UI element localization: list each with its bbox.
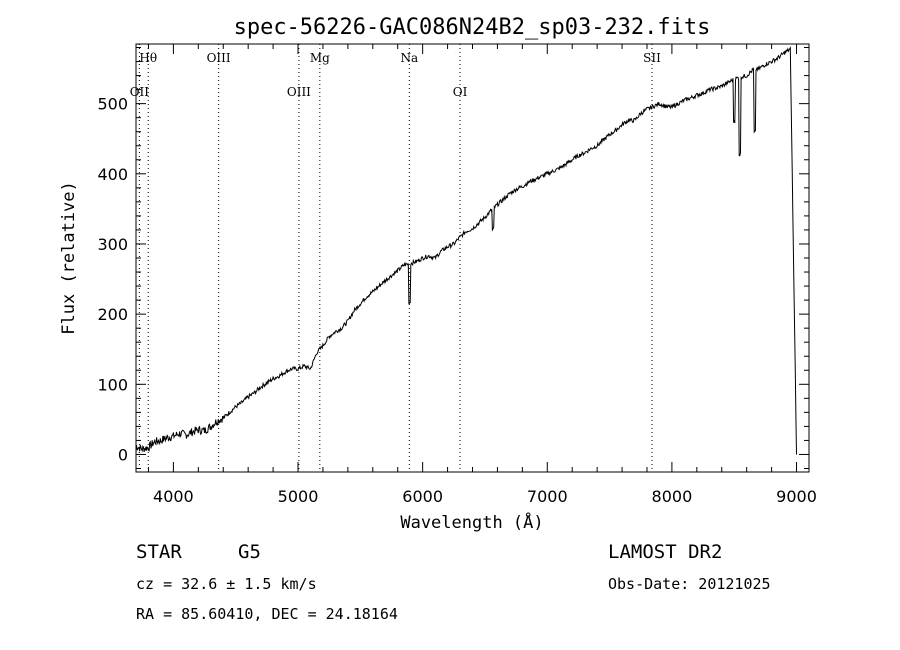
survey-name: LAMOST DR2 (608, 541, 722, 563)
y-tick-label: 200 (97, 305, 128, 324)
footer-info: STAR G5 cz = 32.6 ± 1.5 km/s RA = 85.604… (136, 541, 771, 623)
sky-coordinates: RA = 85.60410, DEC = 24.18164 (136, 605, 398, 623)
y-axis-ticks: 0 100 200 300 400 500 (97, 47, 809, 469)
object-subclass: G5 (238, 541, 261, 563)
x-tick-label: 8000 (652, 487, 693, 506)
x-axis-ticks: 4000 5000 6000 7000 8000 9000 (147, 44, 817, 506)
x-tick-label: 9000 (776, 487, 817, 506)
x-tick-label: 5000 (278, 487, 319, 506)
y-tick-label: 0 (118, 445, 128, 464)
annotation-label: SII (643, 51, 661, 65)
y-axis-label: Flux (relative) (59, 181, 79, 335)
x-tick-label: 6000 (402, 487, 443, 506)
annotation-label: Hθ (139, 51, 157, 65)
annotation-label: OII (130, 85, 150, 99)
spectrum-line (135, 45, 797, 455)
y-tick-label: 500 (97, 95, 128, 114)
y-tick-label: 300 (97, 235, 128, 254)
annotation-label: OI (453, 85, 468, 99)
x-tick-label: 7000 (527, 487, 568, 506)
line-annotations: OII Hθ OIII OIII Mg Na OI SII (130, 44, 661, 472)
y-tick-label: 100 (97, 375, 128, 394)
annotation-label: Na (400, 51, 418, 65)
annotation-label: OIII (287, 85, 311, 99)
plot-area: 4000 5000 6000 7000 8000 9000 0 100 200 300 400 50… (97, 43, 817, 506)
annotation-label: Mg (310, 51, 330, 65)
x-tick-label: 4000 (153, 487, 194, 506)
annotation-label: OIII (207, 51, 231, 65)
object-type: STAR (136, 541, 182, 563)
observation-date: Obs-Date: 20121025 (608, 575, 771, 593)
redshift-cz: cz = 32.6 ± 1.5 km/s (136, 575, 317, 593)
x-axis-label: Wavelength (Å) (400, 511, 543, 533)
chart-title: spec-56226-GAC086N24B2_sp03-232.fits (234, 15, 711, 40)
y-tick-label: 400 (97, 165, 128, 184)
